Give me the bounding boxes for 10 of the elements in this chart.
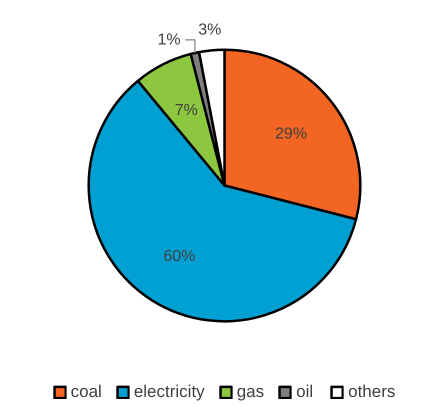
- data-label: 29%: [275, 125, 308, 142]
- legend-label: electricity: [134, 382, 205, 402]
- legend-label: gas: [236, 382, 264, 402]
- legend-label: coal: [70, 382, 102, 402]
- data-label: 7%: [174, 102, 198, 119]
- data-label: 3%: [198, 22, 222, 39]
- legend-label: oil: [296, 382, 314, 402]
- data-label: 60%: [163, 248, 196, 266]
- data-label: 1%: [158, 31, 181, 48]
- legend-label: others: [348, 382, 396, 402]
